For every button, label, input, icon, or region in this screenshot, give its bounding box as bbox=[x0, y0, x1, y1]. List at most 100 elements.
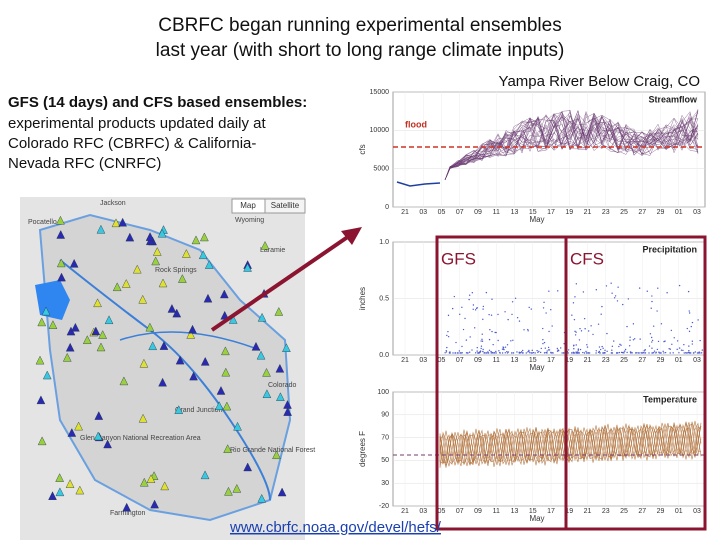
station bbox=[91, 326, 101, 336]
precip-dot bbox=[584, 328, 586, 330]
station bbox=[125, 232, 135, 242]
precip-dot bbox=[613, 340, 615, 342]
precip-dot bbox=[490, 350, 492, 353]
precip-dot bbox=[575, 283, 578, 285]
y-tick-label: 90 bbox=[381, 412, 389, 419]
y-axis-label: inches bbox=[358, 287, 367, 310]
precip-dot bbox=[481, 340, 484, 342]
precip-dot bbox=[550, 309, 552, 311]
precip-dot bbox=[492, 343, 494, 346]
precip-dot bbox=[476, 346, 478, 349]
map-button[interactable] bbox=[264, 198, 306, 214]
precip-dot bbox=[613, 297, 616, 299]
station bbox=[138, 294, 148, 304]
precip-dot bbox=[536, 349, 538, 352]
precip-dot bbox=[476, 350, 478, 352]
station bbox=[56, 230, 66, 239]
x-tick-label: 17 bbox=[547, 508, 555, 515]
precip-dot bbox=[606, 332, 608, 335]
precip-dot bbox=[567, 352, 569, 354]
precip-dot bbox=[510, 352, 513, 354]
precip-dot bbox=[575, 351, 577, 353]
precip-dot bbox=[451, 307, 454, 310]
precip-dot bbox=[583, 317, 586, 320]
precip-dot bbox=[471, 292, 474, 294]
station bbox=[224, 486, 233, 496]
precip-dot bbox=[652, 325, 655, 327]
station bbox=[283, 407, 292, 416]
precip-dot bbox=[577, 348, 580, 350]
precip-dot bbox=[453, 295, 456, 298]
precip-dot bbox=[602, 347, 604, 350]
precip-dot bbox=[657, 340, 660, 343]
link[interactable]: www.cbrfc.noaa.gov/devel/hefs/ bbox=[229, 519, 442, 536]
precip-dot bbox=[543, 352, 546, 354]
precip-dot bbox=[588, 352, 591, 354]
precip-dot bbox=[498, 352, 501, 354]
station bbox=[122, 502, 132, 512]
precip-dot bbox=[556, 347, 559, 350]
precip-dot bbox=[468, 298, 470, 301]
station bbox=[96, 342, 106, 352]
map-button-label: Satellite bbox=[271, 201, 300, 210]
station bbox=[56, 215, 65, 225]
precip-dot bbox=[532, 351, 535, 354]
precip-dot bbox=[601, 305, 603, 308]
flood-label: flood bbox=[405, 119, 427, 129]
station bbox=[262, 389, 272, 398]
ensemble-trace bbox=[444, 122, 699, 181]
station bbox=[182, 249, 191, 258]
desc-heading: GFS (14 days) and CFS based ensembles: bbox=[8, 94, 307, 111]
x-tick-label: 07 bbox=[456, 357, 464, 364]
temp-trace bbox=[439, 421, 702, 467]
map-label: Grand Junction bbox=[175, 407, 223, 414]
precip-dot bbox=[699, 339, 701, 342]
station bbox=[119, 376, 129, 386]
precip-dot bbox=[466, 352, 469, 354]
station bbox=[216, 386, 226, 395]
y-tick-label: 0.5 bbox=[379, 295, 389, 302]
precip-dot bbox=[651, 347, 653, 349]
precip-dot bbox=[485, 291, 488, 294]
precip-dot bbox=[635, 352, 637, 354]
precip-dot bbox=[527, 351, 529, 353]
x-axis-label: May bbox=[529, 215, 544, 224]
x-tick-label: 27 bbox=[638, 508, 646, 515]
precip-dot bbox=[680, 349, 683, 351]
ensemble-trace bbox=[444, 115, 699, 181]
precip-dot bbox=[600, 313, 602, 315]
precip-dot bbox=[599, 348, 602, 351]
x-tick-label: 09 bbox=[474, 209, 482, 216]
precip-dot bbox=[523, 329, 525, 331]
precip-dot bbox=[678, 347, 681, 349]
y-tick-label: 30 bbox=[381, 480, 389, 487]
precip-dot bbox=[611, 345, 614, 348]
x-tick-label: 23 bbox=[602, 209, 610, 216]
precip-dot bbox=[488, 338, 491, 341]
y-tick-label: 0 bbox=[385, 204, 389, 211]
map-label: Pocatello bbox=[28, 219, 57, 226]
precip-dot bbox=[688, 312, 691, 314]
title-line: last year (with short to long range clim… bbox=[156, 40, 565, 61]
station bbox=[139, 477, 149, 487]
precip-dot bbox=[610, 282, 612, 284]
precip-dot bbox=[688, 349, 690, 352]
x-tick-label: 29 bbox=[657, 508, 665, 515]
plot-area bbox=[392, 91, 706, 208]
panel-title: Temperature bbox=[643, 394, 697, 404]
station bbox=[203, 293, 213, 303]
precip-dot bbox=[691, 340, 694, 342]
station bbox=[121, 279, 131, 288]
station bbox=[157, 228, 167, 238]
precip-dot bbox=[464, 317, 466, 320]
precip-dot bbox=[585, 350, 587, 353]
precip-dot bbox=[516, 351, 518, 353]
station bbox=[189, 371, 198, 381]
precip-dot bbox=[510, 340, 512, 342]
precip-dot bbox=[480, 345, 483, 347]
precip-dot bbox=[676, 340, 679, 342]
temp-trace bbox=[439, 421, 702, 467]
station bbox=[71, 322, 80, 332]
precip-dot bbox=[628, 345, 631, 347]
station bbox=[42, 370, 52, 380]
